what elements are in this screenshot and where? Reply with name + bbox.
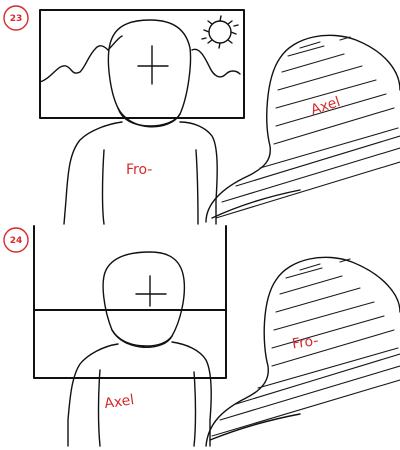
- window-frame: [39, 9, 245, 119]
- shoulders: [67, 341, 212, 447]
- face-guide: [137, 45, 169, 85]
- head-outline: [107, 19, 192, 127]
- panel-number: 24: [10, 236, 23, 246]
- character-label-front: Axel: [103, 392, 135, 412]
- shoulders: [63, 121, 218, 225]
- face-guide: [135, 275, 167, 307]
- door-frame: [33, 225, 227, 379]
- character-back-silhouette: [205, 34, 400, 223]
- character-label-front: Fro-: [126, 162, 152, 178]
- panel-24: 24 Axel Fro-: [3, 225, 400, 447]
- character-front: Axel: [67, 251, 212, 447]
- character-front: Fro-: [63, 19, 218, 225]
- character-back-silhouette: [205, 256, 400, 447]
- sun-icon: [201, 15, 239, 49]
- panel-23: 23 Fro- Axel: [3, 5, 400, 225]
- mountain-range: [39, 35, 241, 83]
- character-label-back: Fro-: [291, 333, 319, 353]
- head-outline: [102, 251, 186, 347]
- panel-number-badge: 24: [3, 227, 29, 253]
- panel-number-badge: 23: [3, 5, 29, 31]
- panel-number: 23: [10, 14, 23, 24]
